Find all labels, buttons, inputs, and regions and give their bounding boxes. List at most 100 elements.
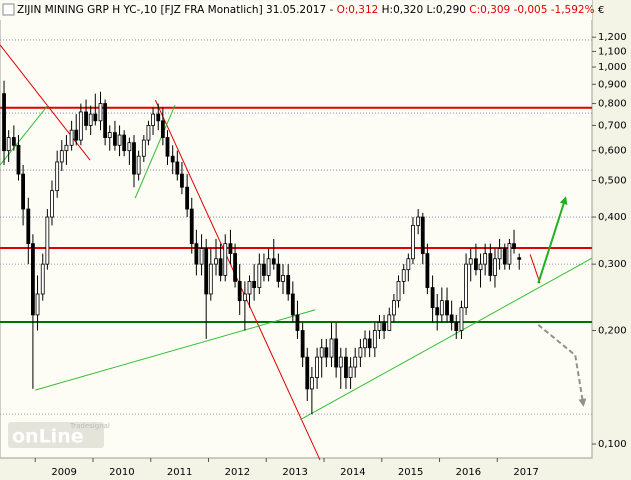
header: ZIJIN MINING GRP H YC-,10 [FJZ FRA Monat… (17, 4, 595, 16)
candle-body (382, 322, 386, 331)
trend-line (0, 44, 91, 161)
candle-body (84, 111, 88, 126)
header-change: C:0,309 -0,005 -1,592% (469, 4, 594, 16)
header-icon (2, 3, 15, 16)
candle-body (214, 258, 218, 265)
y-tick-label: 1,200 (598, 32, 627, 43)
candle-body (266, 258, 271, 276)
candle-body (199, 248, 204, 265)
candle-body (449, 314, 454, 323)
candle-body (435, 307, 440, 316)
candle-body (502, 248, 507, 265)
candle-body (262, 263, 266, 276)
candle-body (107, 132, 112, 138)
candle-body (324, 347, 329, 358)
candle-body (189, 208, 194, 245)
candle-body (69, 129, 74, 146)
header-open: O:0,312 (337, 4, 379, 16)
candle-body (204, 248, 209, 295)
candle-body (309, 377, 314, 390)
candle-body (2, 93, 6, 152)
candle-body (40, 263, 45, 295)
candle-body (281, 275, 285, 282)
candle-body (103, 103, 108, 138)
candle-body (170, 155, 175, 163)
candle-body (334, 338, 339, 368)
candle-body (113, 132, 117, 146)
arrow (537, 196, 568, 284)
candle-body (93, 113, 98, 122)
candle-body (353, 356, 358, 368)
header-high: H:0,320 (382, 4, 424, 16)
candle-body (132, 142, 136, 175)
x-tick-label: 2014 (340, 467, 365, 478)
candle-body (21, 173, 26, 210)
candle-body (411, 225, 415, 260)
candle-body (257, 263, 262, 288)
candle-body (45, 216, 50, 265)
candle-body (247, 280, 252, 295)
candle-body (358, 347, 363, 358)
candle-body (88, 113, 93, 126)
candle-body (208, 263, 213, 295)
candle-body (286, 275, 291, 295)
candle-body (271, 258, 276, 265)
y-tick-label: 1,100 (598, 46, 627, 57)
watermark-box (8, 422, 104, 448)
y-tick-label: 0,400 (598, 212, 627, 223)
candle-body (127, 142, 132, 152)
candle-body (55, 161, 60, 192)
candle-body (372, 330, 377, 349)
candle-body (300, 330, 305, 358)
candle-body (31, 243, 35, 316)
candle-body (454, 322, 459, 331)
candle-body (512, 243, 516, 249)
candle-body (228, 243, 233, 254)
candle-body (64, 144, 69, 152)
trend-line (0, 104, 49, 166)
x-tick-label: 2012 (225, 467, 250, 478)
y-tick-label: 0,200 (598, 326, 627, 337)
candle-body (98, 103, 103, 122)
candle-body (11, 137, 16, 146)
trend-line (134, 105, 176, 199)
candle-body (507, 243, 512, 265)
candle-body (233, 253, 237, 282)
candle-body (425, 253, 430, 288)
candle-body (16, 144, 21, 175)
candle-body (185, 186, 190, 210)
candle-body (26, 208, 31, 245)
y-tick-label: 0,700 (598, 120, 627, 131)
y-tick-label: 0,900 (598, 79, 627, 90)
trend-line (35, 309, 316, 391)
x-tick-label: 2011 (167, 467, 192, 478)
candle-body (305, 356, 310, 390)
x-tick-label: 2010 (109, 467, 134, 478)
header-low: L:0,290 (427, 4, 466, 16)
candle-body (344, 356, 348, 379)
candle-body (146, 125, 151, 141)
candle-body (6, 137, 11, 152)
candle-body (483, 253, 488, 265)
candle-body (459, 307, 464, 331)
candle-body (117, 134, 122, 146)
candle-body (430, 287, 435, 309)
candle-body (223, 243, 228, 276)
candle-body (497, 248, 502, 260)
candle-body (338, 356, 343, 368)
trend-line (529, 254, 541, 284)
x-tick-label: 2016 (456, 467, 481, 478)
candle-body (180, 173, 184, 188)
candle-body (468, 258, 473, 265)
candle-body (156, 113, 161, 122)
candle-body (319, 347, 324, 358)
candle-body (445, 300, 449, 316)
candle-body (348, 366, 353, 379)
candle-body (517, 257, 522, 260)
y-tick-label: 0,800 (598, 99, 627, 110)
candle-body (276, 263, 281, 282)
candle-body (474, 258, 478, 271)
candle-body (35, 293, 40, 316)
x-tick-label: 2017 (513, 467, 538, 478)
